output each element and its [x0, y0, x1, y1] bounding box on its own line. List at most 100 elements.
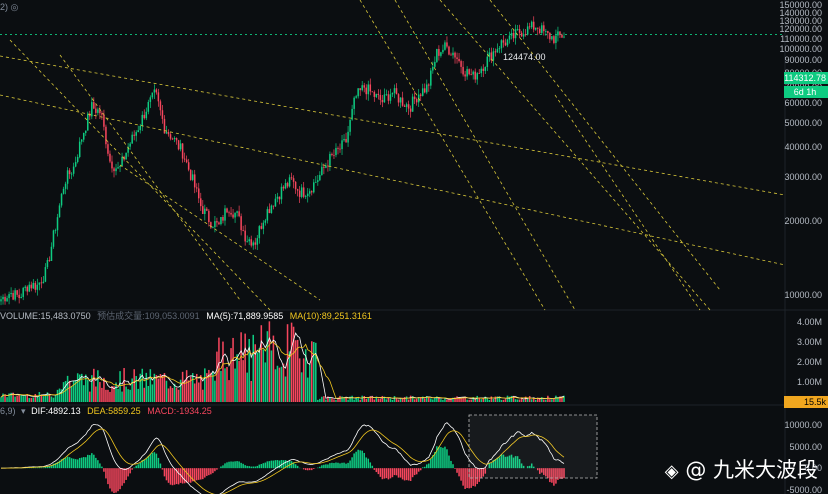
volume-bar	[93, 368, 95, 402]
macd-header: 6,9) ▾ DIF:4892.13 DEA:5859.25 MACD:-193…	[0, 406, 212, 417]
candle-body	[514, 29, 517, 39]
volume-bar	[385, 399, 388, 402]
candle-body	[317, 180, 319, 182]
candle-body	[153, 89, 156, 93]
candle-body	[26, 286, 29, 292]
candle-body	[60, 193, 63, 206]
macd-histogram-bar	[383, 468, 386, 479]
candle-body	[444, 42, 446, 50]
volume-bar	[276, 365, 279, 402]
macd-histogram-bar	[446, 449, 448, 469]
macd-histogram-bar	[173, 468, 176, 485]
macd-histogram-bar	[296, 465, 299, 469]
macd-histogram-bar	[468, 468, 470, 489]
candle-body	[488, 52, 491, 57]
macd-histogram-bar	[157, 457, 160, 469]
volume-bar	[512, 395, 515, 402]
candle-body	[56, 217, 59, 231]
candle-body	[478, 73, 481, 74]
candle-body	[30, 284, 33, 289]
candle-body	[426, 84, 428, 93]
volume-bar	[97, 370, 99, 402]
macd-histogram-bar	[147, 456, 150, 469]
volume-bar	[397, 399, 400, 402]
macd-histogram-bar	[252, 466, 255, 469]
macd-histogram-bar	[304, 468, 307, 471]
macd-histogram-bar	[282, 460, 285, 469]
candle-body	[115, 168, 117, 172]
macd-histogram-bar	[46, 466, 49, 469]
volume-bar	[417, 397, 420, 402]
candle-body	[2, 296, 4, 300]
volume-bar	[268, 321, 271, 402]
macd-histogram-bar	[391, 468, 394, 478]
volume-bar	[528, 395, 531, 402]
volume-bar	[91, 375, 93, 402]
volume-bar	[347, 399, 349, 402]
macd-histogram-bar	[518, 459, 521, 469]
volume-bar	[272, 335, 275, 402]
volume-bar	[115, 382, 117, 402]
candle-body	[387, 94, 390, 101]
macd-histogram-bar	[421, 467, 424, 469]
candle-body	[464, 74, 466, 77]
volume-bar	[161, 375, 164, 402]
macd-histogram-bar	[413, 468, 416, 476]
candle-body	[532, 21, 535, 30]
volume-bar	[149, 369, 152, 402]
price-tick-label: 10000.00	[784, 289, 822, 300]
candle-body	[101, 113, 103, 115]
macd-histogram-bar	[193, 468, 196, 482]
candle-body	[99, 109, 101, 114]
macd-histogram-bar	[379, 468, 382, 477]
volume-bar	[539, 398, 541, 402]
macd-histogram-bar	[107, 468, 109, 485]
macd-histogram-bar	[103, 468, 105, 472]
macd-histogram-bar	[159, 463, 162, 469]
macd-histogram-bar	[284, 460, 287, 469]
volume-bar	[169, 386, 172, 402]
macd-histogram-bar	[365, 457, 368, 469]
volume-bar	[48, 393, 51, 402]
macd-histogram-bar	[93, 454, 95, 469]
macd-histogram-bar	[549, 468, 551, 483]
volume-bar	[353, 399, 355, 402]
volume-bar	[68, 380, 71, 402]
volume-bar	[76, 373, 79, 402]
candle-body	[16, 290, 18, 295]
candle-body	[165, 132, 168, 134]
candle-body	[319, 175, 321, 181]
macd-histogram-bar	[430, 458, 432, 469]
price-tick-label: 30000.00	[784, 172, 822, 183]
macd-histogram-bar	[359, 450, 361, 469]
volume-bar	[54, 394, 57, 402]
candle-body	[450, 54, 452, 56]
volume-bar	[0, 397, 2, 402]
candle-body	[48, 260, 51, 261]
eye-icon[interactable]: ◎	[10, 2, 19, 12]
volume-bar	[105, 389, 107, 402]
candle-body	[304, 196, 307, 197]
candle-body	[434, 61, 436, 67]
volume-bar	[520, 397, 523, 402]
macd-params: 6,9)	[0, 406, 16, 416]
fragment-text: 2)	[0, 2, 9, 12]
dropdown-icon[interactable]: ▾	[21, 406, 26, 416]
macd-histogram-bar	[32, 467, 35, 469]
candle-body	[206, 208, 208, 211]
macd-histogram-bar	[508, 455, 511, 469]
volume-bar	[80, 373, 83, 402]
candle-body	[355, 96, 357, 98]
candle-body	[292, 178, 295, 182]
candle-body	[407, 104, 410, 109]
volume-bar	[321, 396, 323, 402]
candle-body	[103, 114, 105, 127]
candle-body	[545, 31, 547, 32]
candle-body	[500, 40, 503, 49]
volume-bar	[395, 397, 398, 402]
macd-histogram-bar	[151, 452, 154, 469]
volume-bar	[450, 399, 452, 402]
macd-histogram-bar	[482, 468, 485, 477]
candle-body	[234, 212, 236, 218]
